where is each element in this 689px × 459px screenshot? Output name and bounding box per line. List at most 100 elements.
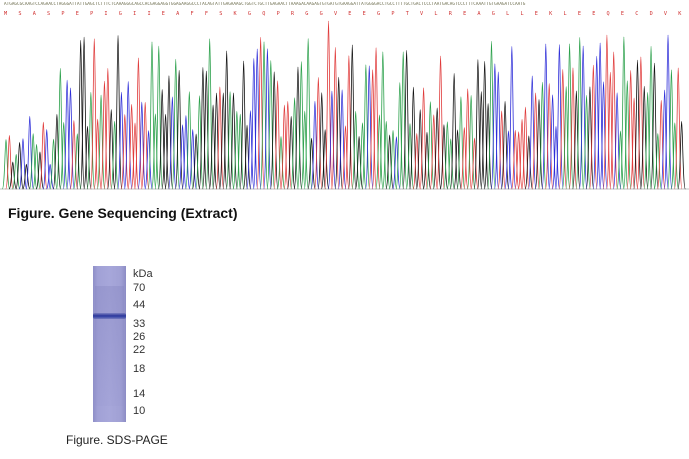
trace-peak-T: [470, 137, 479, 190]
trace-peak-G: [287, 116, 296, 190]
ladder-marker-70: 70: [133, 282, 146, 294]
ladder-marker-14: 14: [133, 388, 146, 400]
trace-peak-A: [49, 138, 58, 190]
trace-peak-A: [300, 110, 309, 190]
trace-peak-T: [280, 104, 289, 190]
trace-peak-T: [609, 51, 618, 190]
trace-peak-C: [246, 110, 255, 190]
trace-peak-T: [368, 69, 377, 190]
trace-peak-G: [83, 125, 92, 190]
trace-peak-A: [375, 114, 384, 190]
trace-peak-C: [66, 87, 75, 190]
trace-peak-C: [592, 55, 601, 190]
sds-page-lane: [93, 266, 126, 422]
trace-peak-G: [107, 109, 116, 190]
trace-peak-C: [117, 91, 126, 190]
trace-peak-A: [32, 143, 41, 190]
trace-peak-G: [219, 92, 228, 190]
trace-peak-C: [663, 34, 673, 190]
trace-peak-T: [602, 34, 612, 190]
trace-peak-T: [127, 103, 136, 190]
trace-peak-C: [188, 129, 197, 190]
trace-peak-T: [130, 122, 140, 190]
trace-peak-A: [378, 51, 387, 190]
trace-peak-G: [35, 151, 45, 190]
trace-peak-G: [450, 73, 459, 190]
trace-peak-C: [490, 63, 500, 190]
ladder-marker-33: 33: [133, 318, 146, 330]
trace-peak-T: [120, 114, 129, 190]
trace-peak-T: [5, 134, 14, 190]
trace-peak-C: [18, 138, 28, 190]
trace-peak-A: [538, 81, 547, 190]
trace-peak-T: [545, 83, 554, 190]
trace-peak-G: [222, 50, 231, 190]
trace-peak-A: [405, 123, 415, 190]
trace-peak-T: [531, 92, 540, 190]
trace-peak-A: [382, 120, 391, 190]
trace-peak-A: [487, 40, 496, 190]
trace-peak-A: [582, 94, 591, 190]
trace-peak-G: [22, 163, 31, 190]
trace-peak-C: [249, 58, 258, 190]
trace-peak-A: [259, 41, 269, 190]
trace-peak-A: [619, 36, 629, 190]
trace-peak-G: [500, 100, 510, 190]
trace-peak-G: [158, 89, 167, 190]
trace-peak-A: [304, 38, 313, 190]
trace-peak-C: [528, 75, 537, 190]
trace-peak-G: [161, 113, 170, 190]
trace-peak-C: [551, 125, 561, 190]
trace-peak-A: [86, 91, 96, 190]
trace-peak-T: [39, 121, 48, 190]
trace-peak-A: [623, 80, 632, 190]
trace-peak-C: [124, 81, 133, 190]
trace-peak-A: [562, 86, 571, 190]
trace-peak-T: [215, 86, 225, 190]
trace-peak-G: [52, 113, 62, 190]
trace-peak-A: [446, 138, 455, 190]
trace-peak-A: [236, 113, 245, 190]
trace-peak-G: [585, 86, 595, 190]
trace-peak-T: [657, 99, 666, 190]
trace-peak-C: [392, 136, 401, 190]
trace-peak-A: [395, 82, 404, 190]
trace-peak-A: [73, 133, 82, 190]
trace-peak-A: [225, 91, 235, 190]
trace-peak-T: [460, 127, 469, 190]
trace-peak-G: [191, 133, 201, 190]
trace-peak-T: [341, 125, 350, 190]
trace-peak-A: [171, 58, 180, 190]
trace-peak-C: [46, 164, 55, 190]
trace-peak-T: [517, 119, 527, 190]
trace-peak-C: [310, 100, 320, 190]
trace-peak-T: [626, 70, 635, 190]
trace-peak-G: [229, 92, 238, 190]
trace-peak-A: [399, 51, 408, 190]
trace-peak-C: [504, 130, 513, 190]
trace-peak-C: [541, 43, 550, 190]
ladder-marker-18: 18: [133, 363, 146, 375]
trace-peak-C: [144, 130, 153, 190]
trace-peak-G: [198, 67, 208, 190]
trace-peak-T: [606, 71, 615, 190]
gene-sequencing-caption: Figure. Gene Sequencing (Extract): [8, 205, 238, 221]
trace-peak-C: [25, 115, 34, 190]
trace-peak-A: [565, 43, 574, 190]
sds-page-caption: Figure. SDS-PAGE: [66, 433, 168, 447]
lane-background-smear: [95, 286, 124, 406]
trace-peak-G: [633, 59, 642, 190]
trace-peak-A: [12, 153, 21, 190]
trace-peak-T: [429, 114, 438, 190]
trace-peak-T: [141, 101, 150, 190]
trace-peak-C: [660, 89, 669, 190]
ladder-marker-26: 26: [133, 331, 146, 343]
trace-peak-G: [534, 98, 544, 190]
trace-peak-A: [154, 45, 163, 190]
trace-peak-C: [263, 48, 272, 190]
trace-peak-G: [416, 109, 425, 190]
trace-peak-G: [293, 66, 303, 190]
trace-peak-C: [548, 94, 557, 190]
trace-peak-T: [497, 110, 506, 190]
trace-peak-A: [96, 94, 106, 190]
